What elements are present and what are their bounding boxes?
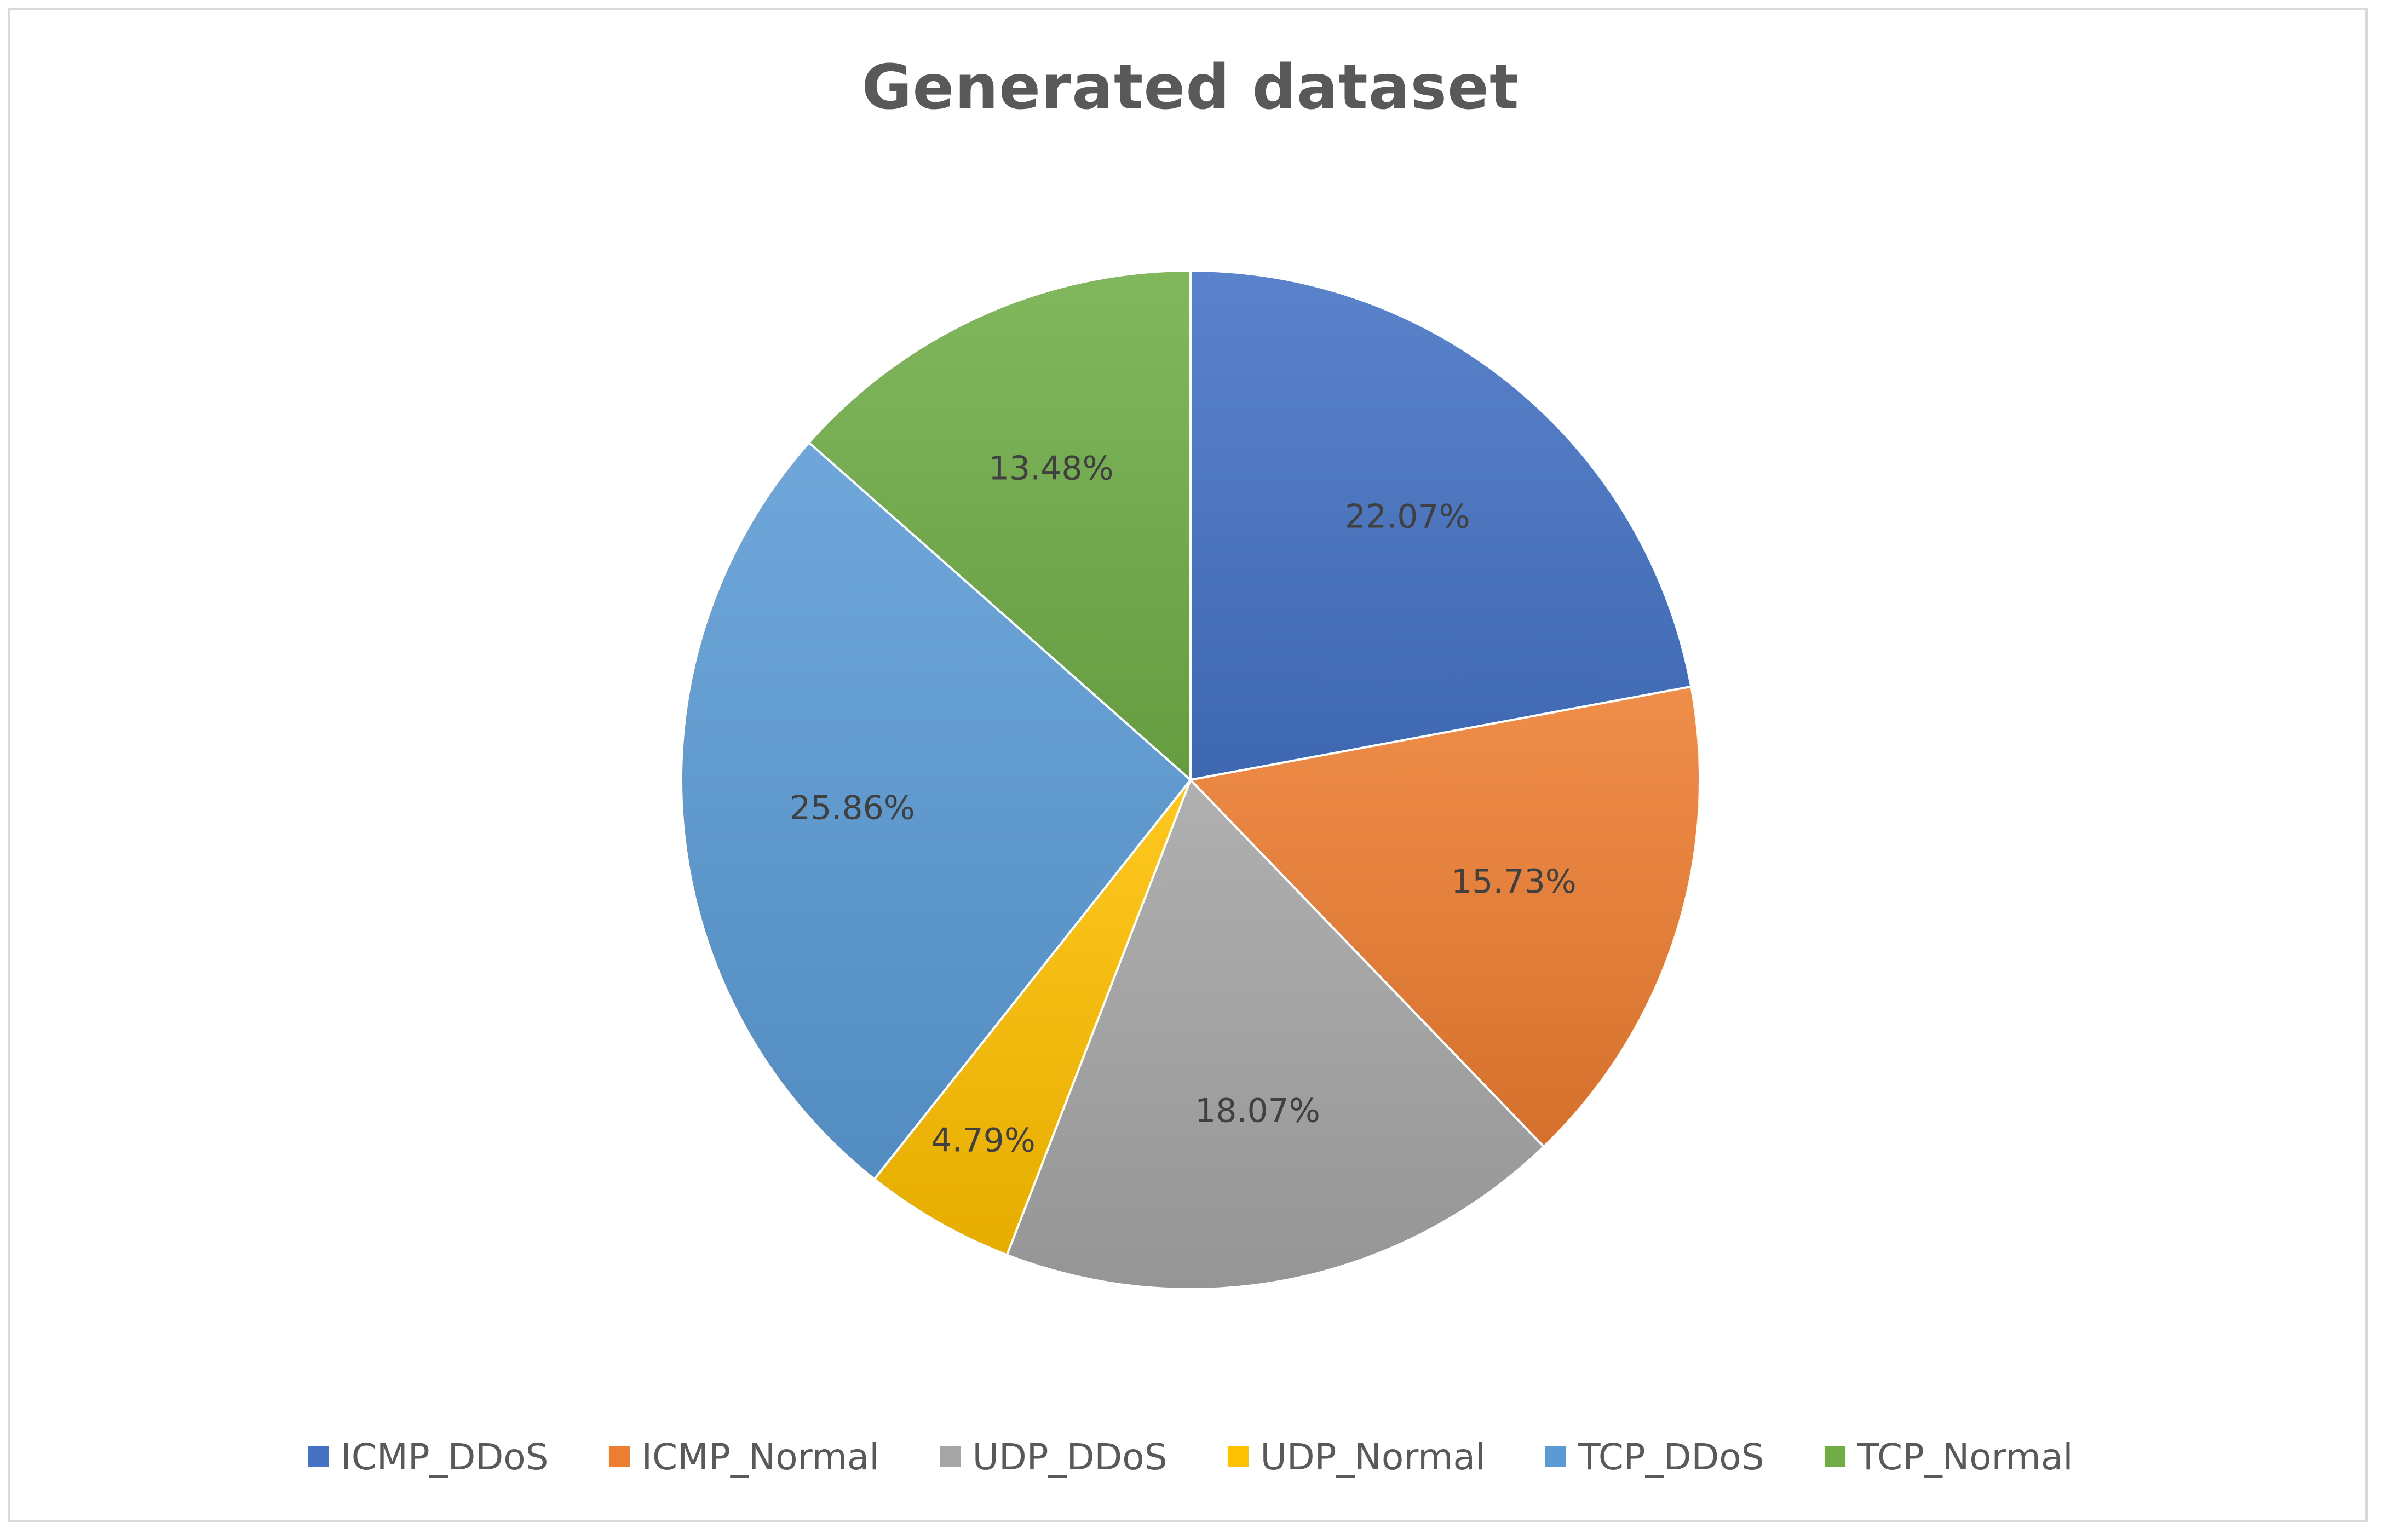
legend-swatch (1824, 1446, 1845, 1467)
legend-label: UDP_Normal (1260, 1435, 1486, 1478)
data-label-icmp-ddos: 22.07% (1345, 498, 1470, 536)
legend-label: ICMP_Normal (641, 1435, 879, 1478)
chart-title: Generated dataset (861, 52, 1520, 123)
data-label-icmp-normal: 15.73% (1451, 863, 1577, 901)
legend-label: TCP_Normal (1857, 1435, 2073, 1478)
legend-item-udp-ddos: UDP_DDoS (939, 1435, 1168, 1478)
legend-item-tcp-normal: TCP_Normal (1824, 1435, 2073, 1478)
legend: ICMP_DDoS ICMP_Normal UDP_DDoS UDP_Normal TC… (0, 1432, 2381, 1481)
legend-item-tcp-ddos: TCP_DDoS (1545, 1436, 1764, 1478)
legend-item-udp-normal: UDP_Normal (1227, 1435, 1486, 1478)
legend-label: ICMP_DDoS (341, 1435, 549, 1478)
legend-swatch (308, 1446, 329, 1467)
pie-slice-icmp-normal (1188, 685, 1701, 1148)
pie-slice-tcp-ddos (680, 441, 1192, 1181)
data-label-udp-ddos: 18.07% (1195, 1091, 1320, 1130)
data-label-udp-normal: 4.79% (931, 1122, 1036, 1160)
pie-slice-icmp-ddos (1189, 269, 1693, 782)
legend-label: UDP_DDoS (972, 1435, 1168, 1478)
legend-label: TCP_DDoS (1578, 1435, 1764, 1478)
pie-slice-udp-ddos (1005, 778, 1545, 1290)
legend-item-icmp-normal: ICMP_Normal (608, 1435, 879, 1478)
legend-swatch (1227, 1446, 1249, 1467)
pie-slice-tcp-normal (807, 269, 1192, 783)
data-label-tcp-normal: 13.48% (988, 449, 1114, 487)
legend-item-icmp-ddos: ICMP_DDoS (308, 1435, 549, 1478)
data-label-tcp-ddos: 25.86% (790, 789, 915, 827)
legend-swatch (1545, 1446, 1567, 1467)
pie-slice-udp-normal (872, 779, 1192, 1257)
legend-swatch (608, 1446, 630, 1467)
legend-swatch (939, 1446, 961, 1467)
